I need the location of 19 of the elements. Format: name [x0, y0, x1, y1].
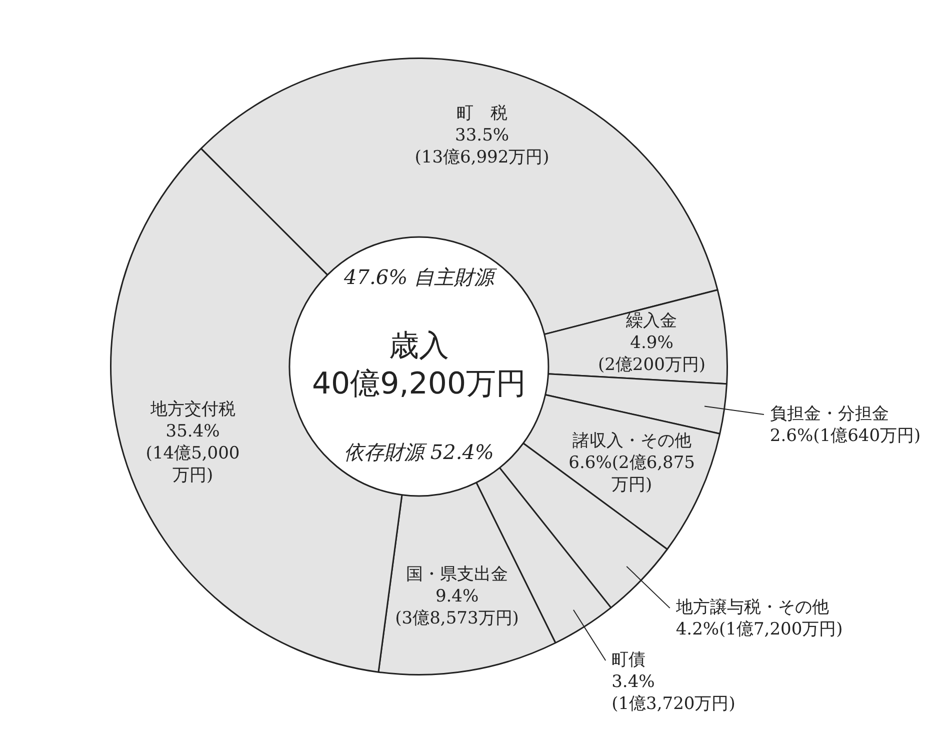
slice-label: 地方譲与税・その他 — [674, 597, 829, 618]
slice-label: 町 税 — [456, 104, 508, 124]
slice-label: 諸収入・その他 — [572, 430, 692, 451]
data-label: 3.4% (1億3,720万円) — [612, 672, 736, 714]
text: 依存財源 52.4% — [344, 440, 494, 464]
text: 47.6% 自主財源 — [343, 265, 498, 290]
data-label: 4.9% (2億200万円) — [598, 333, 706, 376]
slice-label: 国・県支出金 — [406, 564, 508, 585]
data-label: 35.4% (14億5,000 万円) — [146, 422, 240, 486]
slice-label: 町債 — [612, 650, 646, 670]
data-label: 2.6%(1億640万円) — [770, 426, 921, 446]
data-label: 6.6%(2億6,875 万円) — [568, 452, 695, 495]
data-label: 33.5% (13億6,992万円) — [414, 126, 550, 168]
slice-label: 地方交付税 — [149, 400, 236, 420]
slice-label: 繰入金 — [625, 311, 678, 332]
text: 歳入 40億9,200万円 — [312, 328, 526, 402]
data-label: 9.4% (3億8,573万円) — [395, 586, 519, 629]
data-label: 4.2%(1億7,200万円) — [676, 619, 843, 640]
slice-label: 負担金・分担金 — [770, 404, 889, 424]
